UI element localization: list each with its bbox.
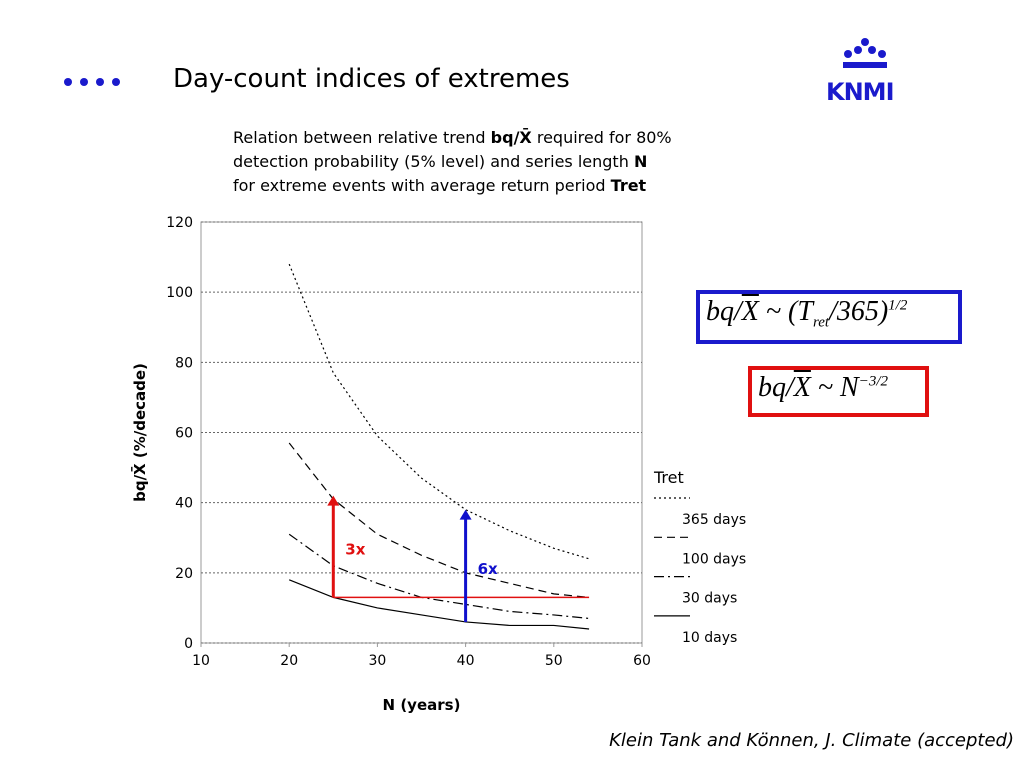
line	[288, 533, 590, 620]
y-tick-label: 20	[175, 566, 193, 582]
legend-label: 10 days	[682, 630, 737, 646]
line	[288, 263, 590, 560]
formula-part: bq/	[706, 296, 742, 327]
formula-part: ~ N	[810, 372, 859, 403]
line	[288, 442, 590, 598]
formula-part: ~ (	[758, 296, 798, 327]
formula-part: bq/	[758, 372, 794, 403]
x-tick-label: 20	[280, 653, 298, 669]
arrow-head	[459, 509, 472, 520]
legend-label: 365 days	[682, 512, 746, 528]
y-axis-label: bq/X̄ (%/decade)	[129, 363, 149, 502]
description-line: detection probability (5% level) and ser…	[233, 150, 672, 174]
slide-title: Day-count indices of extremes	[173, 64, 570, 94]
formula-box: bq/X ~ (Tret/365)1/2	[696, 290, 962, 344]
formula-part: X	[741, 296, 759, 327]
formula-part: T	[797, 296, 813, 327]
arrow-head	[327, 495, 340, 506]
citation: Klein Tank and Können, J. Climate (accep…	[609, 730, 1014, 751]
x-tick-label: 30	[368, 653, 386, 669]
x-tick-label: 10	[192, 653, 210, 669]
legend-title: Tret	[653, 468, 684, 487]
y-tick-label: 120	[166, 215, 193, 231]
line	[288, 579, 590, 630]
y-tick-label: 60	[175, 426, 193, 442]
formula-part: X	[793, 372, 811, 403]
description-text: Tret	[610, 176, 647, 195]
x-tick-label: 60	[633, 653, 651, 669]
legend-label: 30 days	[682, 591, 737, 607]
annotation-label: 6x	[478, 560, 498, 578]
y-tick-label: 0	[184, 636, 193, 652]
y-tick-label: 100	[166, 285, 193, 301]
x-axis-label: N (years)	[383, 696, 461, 714]
formula-part: ret	[812, 314, 830, 331]
logo-crown	[843, 38, 887, 68]
y-tick-label: 80	[175, 355, 193, 371]
description: Relation between relative trend bq/X̄ re…	[233, 126, 672, 198]
x-tick-label: 40	[457, 653, 475, 669]
description-text: for extreme events with average return p…	[233, 176, 611, 195]
bullets	[64, 78, 120, 86]
description-text: N	[633, 152, 648, 171]
x-tick-label: 50	[545, 653, 563, 669]
formula-part: −3/2	[858, 373, 889, 390]
formula-part: /365)	[829, 296, 889, 327]
y-tick-label: 40	[175, 496, 193, 512]
logo-text: KNMI	[826, 78, 894, 106]
description-text: bq/X̄	[490, 128, 532, 147]
formula-part: 1/2	[888, 297, 908, 314]
description-line: for extreme events with average return p…	[233, 174, 672, 198]
description-text: detection probability (5% level) and ser…	[233, 152, 634, 171]
description-text: Relation between relative trend	[233, 128, 491, 147]
description-text: required for 80%	[531, 128, 672, 147]
description-line: Relation between relative trend bq/X̄ re…	[233, 126, 672, 150]
annotation-label: 3x	[345, 541, 365, 559]
formula-box: bq/X ~ N−3/2	[748, 366, 929, 417]
legend-label: 100 days	[682, 551, 746, 567]
